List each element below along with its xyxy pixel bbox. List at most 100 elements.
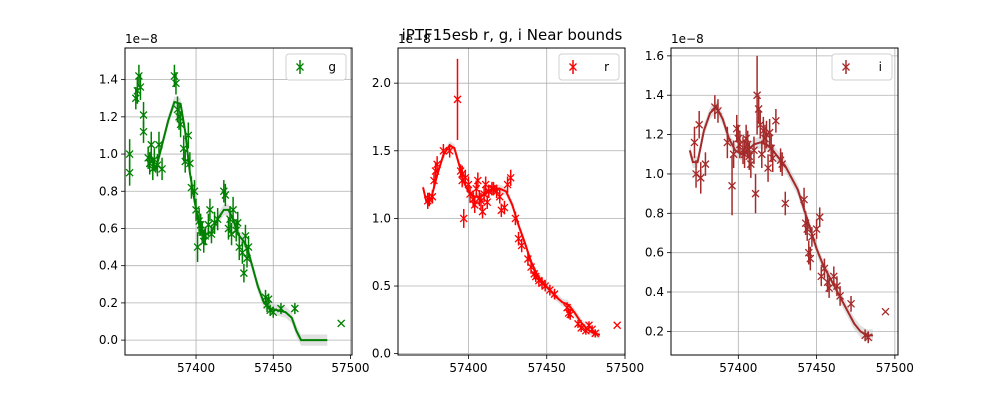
data-point: [800, 187, 809, 212]
legend: i: [831, 53, 893, 81]
scale-label: 1e−8: [398, 32, 431, 46]
point-marker: [199, 237, 208, 246]
point-marker: [767, 144, 776, 153]
data-point: [207, 224, 216, 244]
data-point: [478, 204, 487, 219]
x-tick-label: 57500: [606, 361, 644, 375]
point-marker: [506, 173, 515, 182]
data-point: [817, 266, 826, 287]
point-marker: [800, 195, 809, 204]
point-marker: [771, 116, 780, 125]
point-marker: [139, 111, 148, 119]
point-marker: [577, 323, 586, 332]
data-point: [190, 180, 199, 203]
point-marker: [470, 200, 479, 209]
point-marker: [757, 150, 766, 159]
data-point: [238, 241, 247, 264]
point-marker: [728, 181, 737, 190]
point-marker: [696, 173, 705, 182]
point-marker: [461, 173, 470, 182]
point-marker: [756, 120, 765, 129]
point-marker: [581, 326, 590, 335]
data-point: [825, 278, 834, 298]
point-marker: [701, 160, 710, 169]
data-point: [181, 150, 190, 173]
point-marker: [185, 159, 194, 168]
data-point: [750, 136, 758, 165]
point-marker: [500, 203, 509, 212]
data-point: [201, 226, 210, 246]
point-marker: [464, 180, 473, 189]
data-point: [815, 207, 824, 228]
data-point: [820, 258, 829, 279]
point-marker: [478, 207, 487, 216]
point-marker: [155, 140, 163, 149]
point-marker: [807, 232, 816, 241]
data-point: [723, 126, 732, 159]
legend-marker: [569, 63, 577, 71]
plot-area: [125, 48, 352, 355]
data-point: [269, 306, 278, 318]
data-point: [244, 235, 253, 259]
data-point: [847, 295, 855, 312]
point-marker: [238, 248, 247, 257]
data-point: [585, 321, 593, 330]
point-marker: [193, 243, 202, 252]
data-point: [184, 122, 193, 149]
point-marker: [481, 180, 490, 189]
point-marker: [472, 184, 481, 193]
point-marker: [511, 214, 520, 223]
legend-box: [558, 53, 620, 81]
data-point: [196, 213, 205, 236]
point-marker: [781, 199, 790, 208]
y-tick-label: 0.0: [372, 347, 391, 361]
data-point: [696, 162, 705, 194]
axes-frame: [670, 47, 899, 356]
point-marker: [232, 226, 241, 235]
point-marker: [239, 269, 248, 278]
data-point: [751, 173, 760, 214]
data-point: [574, 319, 582, 328]
data-point: [430, 172, 438, 189]
plot-content: [125, 64, 346, 346]
point-marker: [201, 231, 210, 240]
data-point: [487, 181, 496, 196]
point-marker: [171, 79, 180, 88]
point-marker: [428, 192, 437, 201]
point-marker: [459, 214, 468, 223]
point-marker: [453, 95, 462, 104]
data-point: [690, 126, 699, 159]
data-point: [492, 184, 501, 199]
point-marker: [768, 154, 777, 163]
point-marker: [765, 128, 774, 137]
point-marker: [175, 112, 184, 121]
point-marker: [613, 321, 622, 330]
data-point: [239, 263, 248, 283]
data-point: [473, 172, 482, 189]
point-marker: [181, 157, 190, 166]
point-marker: [241, 231, 250, 240]
data-point: [433, 156, 442, 173]
data-point: [734, 124, 743, 153]
axes-frame: [397, 47, 626, 356]
legend-label: r: [604, 60, 609, 74]
point-marker: [864, 333, 873, 342]
model-curve: [148, 100, 328, 342]
data-point: [728, 156, 737, 216]
data-point: [781, 191, 790, 216]
data-point: [134, 64, 143, 88]
point-marker: [221, 191, 230, 199]
data-point: [807, 227, 816, 247]
y-tick-label: 0.6: [99, 221, 118, 235]
data-point: [695, 110, 704, 139]
y-tick-label: 1.0: [372, 211, 391, 225]
point-marker: [514, 234, 523, 243]
point-marker: [144, 153, 153, 162]
data-point: [506, 169, 515, 186]
data-point: [170, 64, 179, 88]
legend-box: [831, 53, 893, 81]
plot-area: [671, 48, 898, 355]
data-point: [131, 87, 140, 110]
point-marker: [170, 71, 179, 80]
data-point: [477, 192, 485, 209]
